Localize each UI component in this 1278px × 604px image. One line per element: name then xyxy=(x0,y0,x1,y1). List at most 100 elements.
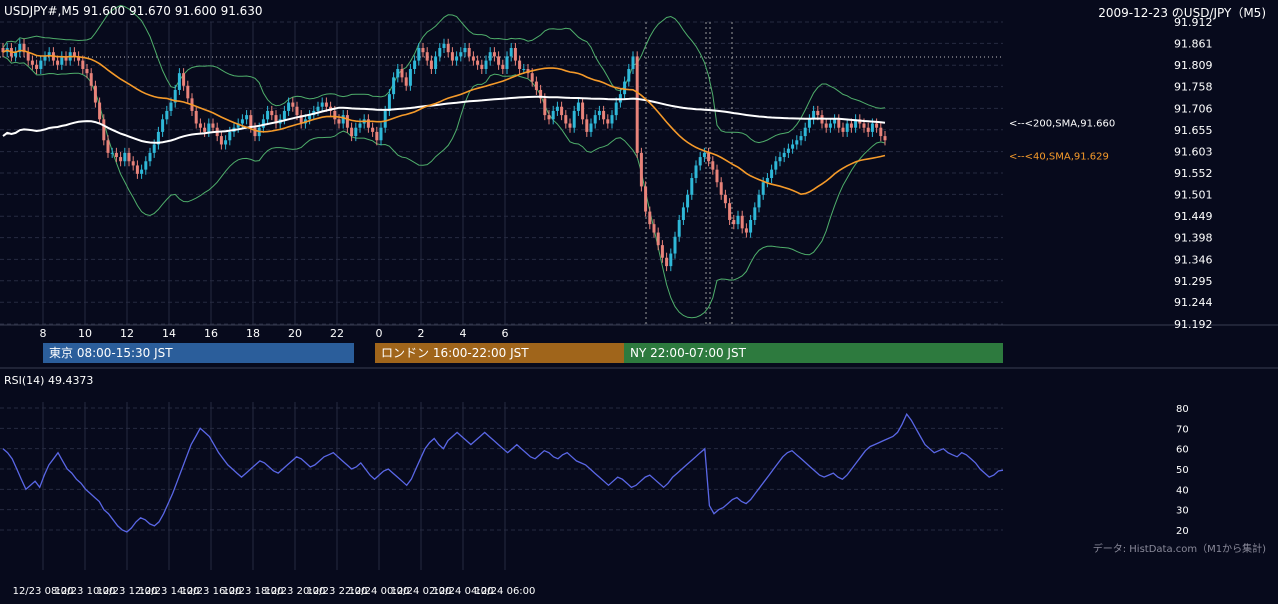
hour-tick-label: 20 xyxy=(288,327,302,340)
candle-body xyxy=(711,161,715,170)
candle-body xyxy=(47,52,51,57)
candle-body xyxy=(875,123,879,128)
candle-body xyxy=(518,60,522,69)
hour-tick-label: 18 xyxy=(246,327,260,340)
rsi-tick-label: 40 xyxy=(1176,485,1189,496)
candle-body xyxy=(1,48,5,53)
candle-body xyxy=(98,102,102,120)
candle-body xyxy=(677,219,681,237)
time-tick-label: 12/23 16:00 xyxy=(181,586,242,597)
candle-body xyxy=(807,119,811,128)
candle-body xyxy=(114,152,118,158)
candle-body xyxy=(203,127,207,132)
candle-body xyxy=(505,56,509,69)
candle-body xyxy=(753,207,757,220)
price-tick-label: 91.244 xyxy=(1174,296,1213,309)
candle-body xyxy=(308,115,312,120)
candle-body xyxy=(849,123,853,128)
candle-body xyxy=(413,60,417,69)
rsi-tick-label: 30 xyxy=(1176,506,1189,517)
candle-body xyxy=(156,131,160,145)
price-tick-label: 91.449 xyxy=(1174,210,1213,223)
hour-axis: 8 10 12 14 16 18 20 22 0 2 4 6 xyxy=(40,327,509,340)
rsi-tick-label: 80 xyxy=(1176,404,1189,415)
candle-body xyxy=(476,60,480,65)
price-tick-label: 91.346 xyxy=(1174,253,1213,266)
candle-body xyxy=(438,48,442,57)
candle-body xyxy=(236,123,240,128)
candle-body xyxy=(291,102,295,107)
candle-body xyxy=(488,52,492,61)
candle-body xyxy=(77,56,81,61)
candle-body xyxy=(417,48,421,61)
candle-body xyxy=(194,110,198,124)
candle-body xyxy=(358,123,362,128)
time-tick-label: 12/24 00:00 xyxy=(349,586,410,597)
price-tick-label: 91.603 xyxy=(1174,146,1213,159)
candle-body xyxy=(320,102,324,107)
candle-body xyxy=(446,43,450,53)
candle-body xyxy=(795,140,799,145)
candle-body xyxy=(425,52,429,61)
candle-body xyxy=(270,110,274,116)
candle-body xyxy=(207,123,211,132)
rsi-tick-label: 50 xyxy=(1176,465,1189,476)
candle-body xyxy=(434,56,438,69)
hour-tick-label: 10 xyxy=(78,327,92,340)
candle-body xyxy=(551,110,555,120)
candle-body xyxy=(803,127,807,137)
candle-body xyxy=(757,194,761,208)
candle-body xyxy=(14,52,18,57)
candle-body xyxy=(85,68,89,74)
candle-body xyxy=(560,106,564,116)
price-tick-label: 91.758 xyxy=(1174,81,1213,94)
candle-body xyxy=(35,64,39,69)
candle-body xyxy=(644,186,648,212)
candle-body xyxy=(652,224,656,233)
rsi-tick-label: 70 xyxy=(1176,424,1189,435)
candle-body xyxy=(102,119,106,141)
candle-body xyxy=(467,48,471,57)
candle-body xyxy=(585,119,589,132)
candle-body xyxy=(774,161,778,170)
candle-body xyxy=(282,110,286,120)
candle-body xyxy=(530,73,534,82)
candle-body xyxy=(816,110,820,116)
candle-body xyxy=(497,56,501,65)
candle-body xyxy=(501,64,505,69)
candle-body xyxy=(72,52,76,57)
candle-body xyxy=(833,119,837,124)
candle-body xyxy=(543,98,547,116)
candle-body xyxy=(429,60,433,69)
candle-body xyxy=(186,85,190,99)
time-tick-label: 12/23 12:00 xyxy=(97,586,158,597)
candle-body xyxy=(686,194,690,208)
time-tick-label: 12/23 18:00 xyxy=(223,586,284,597)
time-tick-label: 12/23 22:00 xyxy=(307,586,368,597)
candle-body xyxy=(786,148,790,153)
candle-body xyxy=(396,68,400,78)
candle-body xyxy=(799,136,803,141)
time-tick-label: 12/23 08:00 xyxy=(13,586,74,597)
candle-body xyxy=(614,102,618,116)
candle-body xyxy=(350,127,354,137)
candle-body xyxy=(572,110,576,128)
candle-body xyxy=(442,43,446,49)
candle-body xyxy=(665,257,669,267)
candle-body xyxy=(43,56,47,61)
candle-body xyxy=(177,73,181,90)
price-tick-label: 91.861 xyxy=(1174,37,1213,50)
candle-body xyxy=(866,127,870,132)
sma40-label: <--<40,SMA,91.629 xyxy=(1009,151,1109,162)
candle-body xyxy=(719,182,723,195)
candle-body xyxy=(119,157,123,162)
candles xyxy=(1,38,887,272)
candle-body xyxy=(564,115,568,124)
price-tick-label: 91.398 xyxy=(1174,232,1213,245)
candle-body xyxy=(287,102,291,111)
rsi-tick-label: 20 xyxy=(1176,526,1189,537)
session-ny-bar: NY 22:00-07:00 JST xyxy=(624,343,1003,363)
candle-body xyxy=(782,152,786,158)
candle-body xyxy=(324,102,328,107)
